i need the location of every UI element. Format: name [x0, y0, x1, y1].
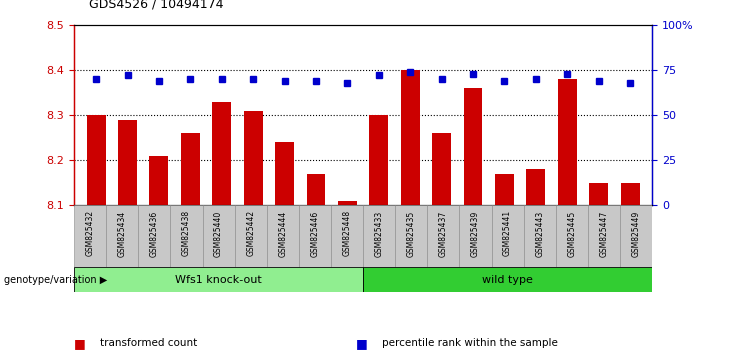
Text: wild type: wild type: [482, 275, 533, 285]
Bar: [491, 205, 524, 267]
Text: GSM825443: GSM825443: [535, 210, 544, 257]
Bar: [428, 205, 459, 267]
Bar: [395, 205, 428, 267]
Text: GSM825447: GSM825447: [599, 210, 608, 257]
Bar: [526, 169, 545, 205]
Bar: [106, 205, 139, 267]
Text: GSM825434: GSM825434: [118, 210, 127, 257]
Bar: [299, 205, 331, 267]
Bar: [74, 267, 363, 292]
Text: GSM825435: GSM825435: [407, 210, 416, 257]
Text: transformed count: transformed count: [100, 338, 197, 348]
Text: Wfs1 knock-out: Wfs1 knock-out: [175, 275, 262, 285]
Text: GSM825438: GSM825438: [182, 210, 191, 256]
Bar: [139, 205, 170, 267]
Bar: [150, 156, 168, 205]
Bar: [558, 79, 576, 205]
Text: GDS4526 / 10494174: GDS4526 / 10494174: [89, 0, 224, 11]
Bar: [74, 205, 106, 267]
Bar: [118, 120, 137, 205]
Bar: [432, 133, 451, 205]
Text: GSM825436: GSM825436: [150, 210, 159, 257]
Bar: [459, 205, 491, 267]
Text: GSM825448: GSM825448: [342, 210, 351, 256]
Text: ■: ■: [356, 337, 371, 350]
Text: GSM825437: GSM825437: [439, 210, 448, 257]
Text: GSM825442: GSM825442: [246, 210, 255, 256]
Bar: [556, 205, 588, 267]
Bar: [621, 183, 639, 205]
Text: GSM825445: GSM825445: [568, 210, 576, 257]
Bar: [244, 110, 262, 205]
Text: percentile rank within the sample: percentile rank within the sample: [382, 338, 557, 348]
Bar: [87, 115, 105, 205]
Bar: [331, 205, 363, 267]
Text: GSM825439: GSM825439: [471, 210, 480, 257]
Bar: [213, 102, 231, 205]
Bar: [338, 201, 357, 205]
Bar: [363, 205, 395, 267]
Bar: [589, 183, 608, 205]
Text: GSM825433: GSM825433: [375, 210, 384, 257]
Bar: [524, 205, 556, 267]
Bar: [363, 267, 652, 292]
Bar: [181, 133, 200, 205]
Text: GSM825444: GSM825444: [279, 210, 288, 257]
Bar: [588, 205, 620, 267]
Text: GSM825449: GSM825449: [631, 210, 640, 257]
Bar: [275, 142, 294, 205]
Bar: [495, 174, 514, 205]
Bar: [369, 115, 388, 205]
Bar: [170, 205, 202, 267]
Bar: [464, 88, 482, 205]
Text: genotype/variation ▶: genotype/variation ▶: [4, 275, 107, 285]
Text: GSM825441: GSM825441: [503, 210, 512, 256]
Bar: [202, 205, 235, 267]
Bar: [620, 205, 652, 267]
Bar: [401, 70, 419, 205]
Bar: [235, 205, 267, 267]
Text: GSM825446: GSM825446: [310, 210, 319, 257]
Bar: [307, 174, 325, 205]
Bar: [267, 205, 299, 267]
Text: GSM825432: GSM825432: [86, 210, 95, 256]
Text: ■: ■: [74, 337, 90, 350]
Text: GSM825440: GSM825440: [214, 210, 223, 257]
